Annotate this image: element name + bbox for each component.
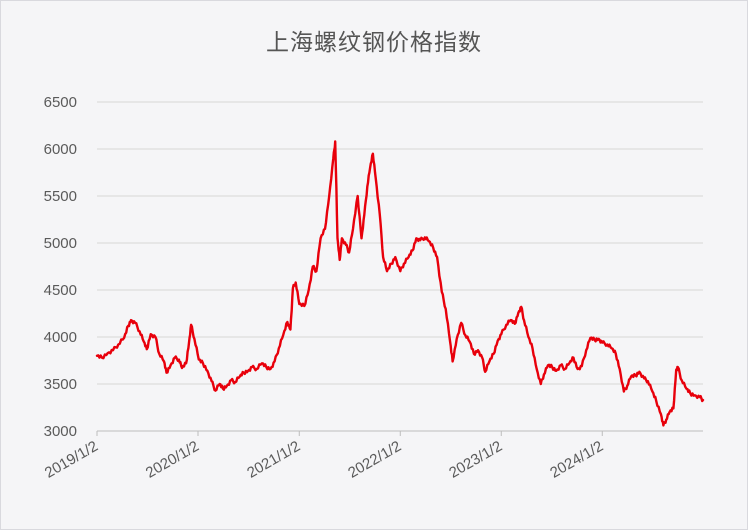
y-tick-label-4000: 4000 [44,329,77,346]
x-tick-label-0: 2019/1/2 [42,438,101,482]
y-axis-labels: 3000 3500 4000 4500 5000 5500 6000 6500 [44,94,77,440]
y-tick-label-3000: 3000 [44,423,77,440]
y-tick-label-6500: 6500 [44,94,77,111]
x-axis: 2019/1/2 2020/1/2 2021/1/2 2022/1/2 2023/1/2… [42,430,703,482]
x-tick-label-2: 2021/1/2 [244,438,303,482]
grid-lines [97,101,703,385]
x-tick-label-3: 2022/1/2 [345,438,404,482]
y-tick-label-5500: 5500 [44,188,77,205]
y-tick-label-6000: 6000 [44,141,77,158]
chart-title: 上海螺纹钢价格指数 [266,30,482,56]
y-tick-label-3500: 3500 [44,376,77,393]
y-tick-label-5000: 5000 [44,235,77,252]
series-layer [95,140,705,427]
series-line-0 [95,140,705,427]
x-tick-label-5: 2024/1/2 [547,438,606,482]
y-tick-label-4500: 4500 [44,282,77,299]
x-tick-label-4: 2023/1/2 [446,438,505,482]
x-tick-label-1: 2020/1/2 [143,438,202,482]
